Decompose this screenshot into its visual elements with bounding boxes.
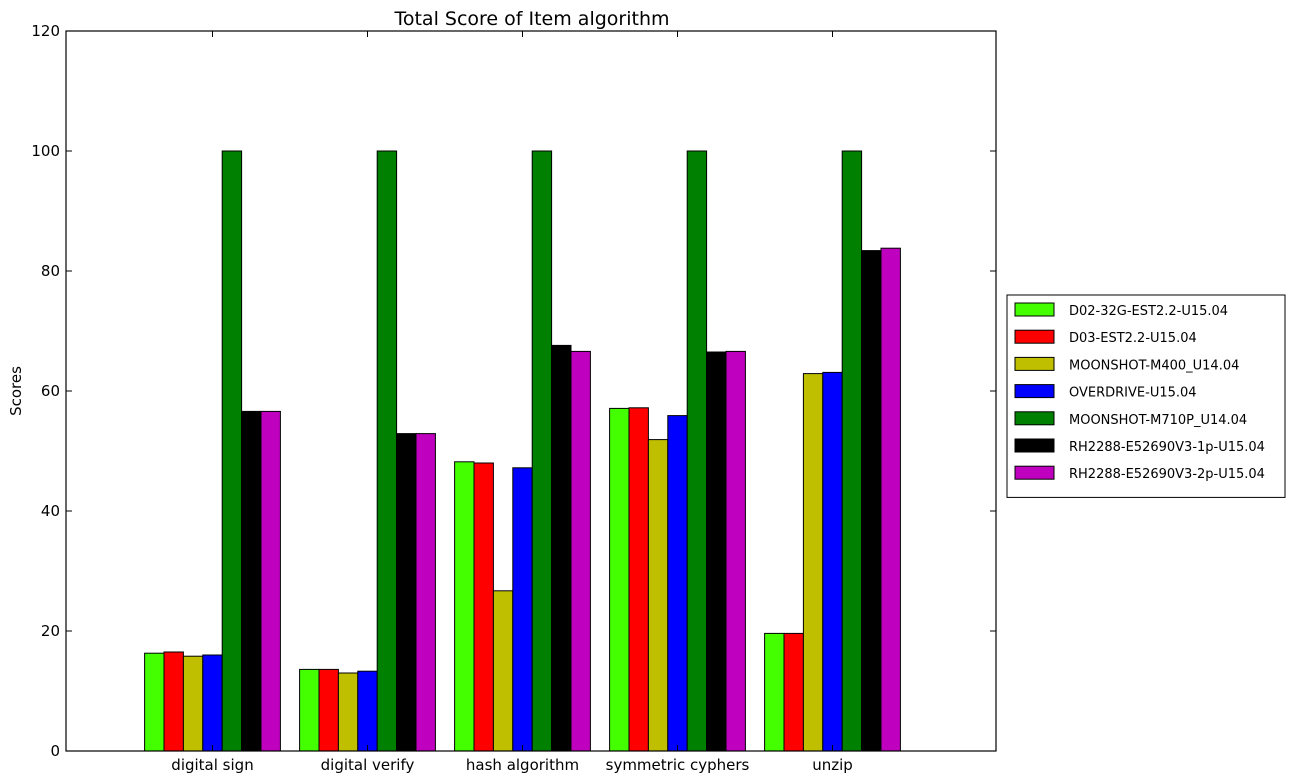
y-tick-label: 120 bbox=[31, 22, 60, 40]
legend-label: RH2288-E52690V3-2p-U15.04 bbox=[1069, 467, 1265, 482]
legend-label: RH2288-E52690V3-1p-U15.04 bbox=[1069, 440, 1265, 455]
bar-symmetric-cyphers-series-6 bbox=[706, 351, 727, 752]
bar-symmetric-cyphers-series-5 bbox=[686, 150, 708, 752]
bar-digital-sign-series-7 bbox=[260, 410, 281, 752]
legend-label: OVERDRIVE-U15.04 bbox=[1069, 386, 1197, 401]
legend-swatch bbox=[1014, 356, 1055, 371]
bar-hash-algorithm-series-1 bbox=[454, 461, 475, 752]
bar-hash-algorithm-series-5 bbox=[531, 150, 553, 752]
bar-digital-sign-series-6 bbox=[241, 410, 262, 752]
legend-swatch bbox=[1014, 411, 1055, 426]
bar-hash-algorithm-series-7 bbox=[570, 350, 591, 752]
bar-symmetric-cyphers-series-2 bbox=[628, 407, 649, 752]
bar-digital-verify-series-6 bbox=[396, 433, 417, 752]
x-tick-label: digital sign bbox=[171, 756, 253, 774]
bar-hash-algorithm-series-2 bbox=[473, 462, 494, 752]
y-tick-label: 0 bbox=[50, 742, 60, 760]
bar-digital-verify-series-3 bbox=[337, 672, 359, 752]
bar-digital-sign-series-4 bbox=[202, 654, 223, 752]
bar-digital-sign-series-3 bbox=[182, 655, 204, 752]
bar-unzip-series-1 bbox=[764, 632, 785, 752]
bar-digital-verify-series-4 bbox=[357, 670, 378, 752]
bar-unzip-series-7 bbox=[880, 247, 901, 752]
legend-swatch bbox=[1014, 302, 1055, 317]
y-tick-label: 20 bbox=[41, 622, 60, 640]
x-tick-label: digital verify bbox=[321, 756, 415, 774]
bar-symmetric-cyphers-series-3 bbox=[647, 439, 669, 752]
legend-swatch bbox=[1014, 465, 1055, 480]
y-tick-label: 60 bbox=[41, 382, 60, 400]
bar-symmetric-cyphers-series-1 bbox=[609, 407, 630, 752]
bar-hash-algorithm-series-3 bbox=[492, 590, 514, 752]
bar-unzip-series-3 bbox=[802, 373, 824, 752]
bar-digital-verify-series-2 bbox=[318, 668, 339, 752]
chart-title: Total Score of Item algorithm bbox=[393, 8, 669, 30]
bar-unzip-series-5 bbox=[841, 150, 863, 752]
bar-unzip-series-6 bbox=[861, 250, 882, 752]
y-tick-label: 100 bbox=[31, 142, 60, 160]
bar-digital-verify-series-7 bbox=[415, 433, 436, 752]
legend-swatch bbox=[1014, 438, 1055, 453]
legend-label: D03-EST2.2-U15.04 bbox=[1069, 331, 1197, 346]
x-tick-label: hash algorithm bbox=[466, 756, 579, 774]
legend-swatch bbox=[1014, 329, 1055, 344]
legend-label: D02-32G-EST2.2-U15.04 bbox=[1069, 304, 1228, 319]
bar-unzip-series-4 bbox=[822, 371, 843, 752]
legend-label: MOONSHOT-M400_U14.04 bbox=[1069, 358, 1239, 373]
bar-unzip-series-2 bbox=[783, 632, 804, 752]
bars-layer bbox=[144, 150, 901, 752]
bar-digital-verify-series-1 bbox=[299, 668, 320, 752]
legend: D02-32G-EST2.2-U15.04 D03-EST2.2-U15.04 MO… bbox=[1006, 294, 1286, 498]
y-tick-label: 40 bbox=[41, 502, 60, 520]
axes-layer: 0 20 40 60 80 100 120 digital sign digital verif… bbox=[31, 22, 997, 774]
bar-symmetric-cyphers-series-7 bbox=[725, 350, 746, 752]
bar-digital-sign-series-2 bbox=[163, 651, 184, 752]
bar-digital-sign-series-1 bbox=[144, 652, 165, 752]
x-tick-label: unzip bbox=[812, 756, 853, 774]
legend-swatch bbox=[1014, 384, 1055, 399]
bar-hash-algorithm-series-6 bbox=[551, 344, 572, 752]
x-tick-label: symmetric cyphers bbox=[606, 756, 750, 774]
legend-label: MOONSHOT-M710P_U14.04 bbox=[1069, 413, 1247, 428]
bar-hash-algorithm-series-4 bbox=[512, 467, 533, 752]
bar-digital-verify-series-5 bbox=[376, 150, 398, 752]
bar-symmetric-cyphers-series-4 bbox=[667, 415, 688, 752]
bar-digital-sign-series-5 bbox=[221, 150, 243, 752]
y-axis-title: Scores bbox=[7, 366, 25, 416]
y-tick-label: 80 bbox=[41, 262, 60, 280]
